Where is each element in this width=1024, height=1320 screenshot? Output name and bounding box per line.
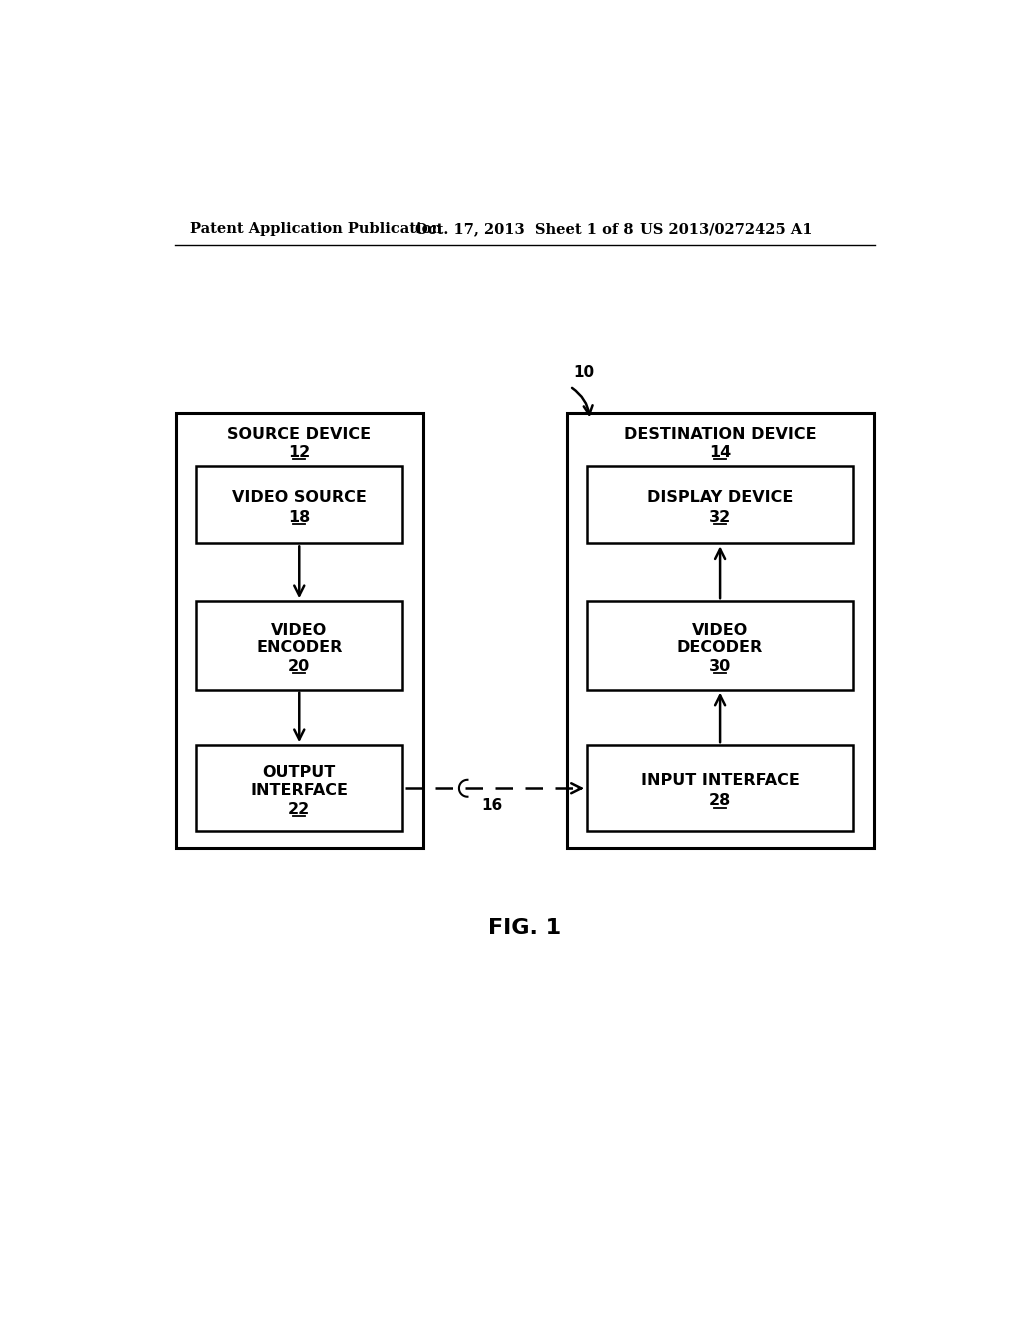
Text: FIG. 1: FIG. 1: [488, 919, 561, 939]
Text: VIDEO: VIDEO: [692, 623, 749, 638]
Text: OUTPUT: OUTPUT: [262, 766, 336, 780]
Text: Oct. 17, 2013  Sheet 1 of 8: Oct. 17, 2013 Sheet 1 of 8: [415, 222, 633, 236]
Text: 18: 18: [288, 510, 310, 525]
Text: 12: 12: [288, 445, 310, 461]
Text: SOURCE DEVICE: SOURCE DEVICE: [227, 426, 372, 442]
Text: US 2013/0272425 A1: US 2013/0272425 A1: [640, 222, 812, 236]
Text: ENCODER: ENCODER: [256, 640, 342, 655]
Text: 32: 32: [709, 510, 731, 525]
Bar: [587, 466, 853, 544]
Text: DESTINATION DEVICE: DESTINATION DEVICE: [624, 426, 816, 442]
Text: 28: 28: [709, 793, 731, 808]
Bar: [176, 413, 423, 847]
Text: INPUT INTERFACE: INPUT INTERFACE: [641, 774, 800, 788]
Bar: [197, 744, 402, 832]
Text: 10: 10: [573, 364, 595, 380]
Text: Patent Application Publication: Patent Application Publication: [190, 222, 442, 236]
Text: 30: 30: [709, 659, 731, 673]
Bar: [587, 744, 853, 832]
Bar: [566, 413, 873, 847]
Text: 16: 16: [481, 797, 503, 813]
Text: 20: 20: [288, 659, 310, 673]
Bar: [197, 601, 402, 689]
Text: 22: 22: [288, 801, 310, 817]
Text: DECODER: DECODER: [677, 640, 763, 655]
Bar: [587, 601, 853, 689]
Text: DISPLAY DEVICE: DISPLAY DEVICE: [647, 490, 794, 504]
Bar: [197, 466, 402, 544]
Text: VIDEO SOURCE: VIDEO SOURCE: [231, 490, 367, 504]
Text: 14: 14: [709, 445, 731, 461]
Text: INTERFACE: INTERFACE: [250, 783, 348, 799]
Text: VIDEO: VIDEO: [271, 623, 328, 638]
